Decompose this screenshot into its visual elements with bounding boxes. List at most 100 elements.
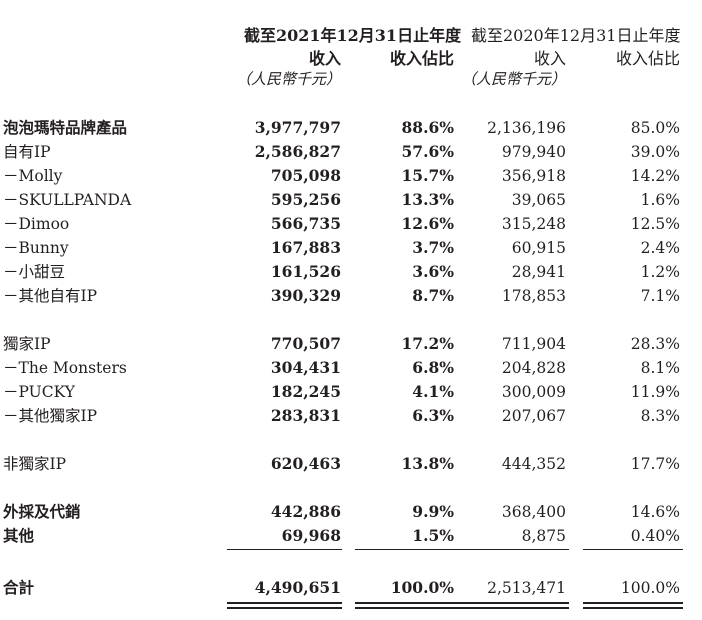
share-2020-cell: 39.0%	[630, 143, 680, 161]
revenue-2020-cell: 356,918	[501, 167, 566, 185]
share-2021-cell: 17.2%	[401, 334, 454, 353]
subtotal-rule-share-2020	[583, 549, 683, 550]
total-double-rule-share-2021-2	[355, 607, 455, 609]
revenue-2020-cell: 28,941	[511, 263, 566, 281]
revenue-2021-cell: 705,098	[270, 166, 341, 185]
revenue-2020-header: 收入	[533, 49, 566, 68]
revenue-2021-cell: 566,735	[270, 214, 341, 233]
revenue-2020-cell: 2,136,196	[487, 119, 566, 137]
subtotal-rule-share-2021	[355, 549, 455, 550]
revenue-2021-total: 4,490,651	[254, 578, 341, 597]
table-row: 非獨家IP 620,463 13.8% 444,352 17.7%	[0, 453, 702, 475]
share-2020-cell: 28.3%	[630, 335, 680, 353]
share-2021-cell: 13.8%	[401, 454, 454, 473]
share-2021-cell: 13.3%	[401, 190, 454, 209]
revenue-2021-cell: 69,968	[281, 526, 341, 545]
row-label: －The Monsters	[3, 359, 127, 377]
revenue-2020-cell: 60,915	[511, 239, 566, 257]
revenue-2021-cell: 2,586,827	[254, 142, 341, 161]
revenue-2021-cell: 283,831	[270, 406, 341, 425]
table-row: 泡泡瑪特品牌產品 3,977,797 88.6% 2,136,196 85.0%	[0, 117, 702, 139]
revenue-2020-cell: 368,400	[501, 503, 566, 521]
share-2020-header: 收入佔比	[615, 49, 680, 68]
table-row: －其他獨家IP 283,831 6.3% 207,067 8.3%	[0, 405, 702, 427]
share-2020-cell: 7.1%	[640, 287, 680, 305]
share-2021-cell: 8.7%	[412, 286, 454, 305]
row-label: 外採及代銷	[3, 502, 81, 521]
revenue-2020-cell: 178,853	[501, 287, 566, 305]
revenue-2021-cell: 3,977,797	[254, 118, 341, 137]
table-row: －Bunny 167,883 3.7% 60,915 2.4%	[0, 237, 702, 259]
share-2021-cell: 88.6%	[401, 118, 454, 137]
revenue-2021-header: 收入	[308, 49, 341, 68]
share-2021-cell: 3.6%	[412, 262, 454, 281]
row-label: －PUCKY	[3, 383, 75, 401]
share-2020-cell: 8.3%	[640, 407, 680, 425]
share-2020-cell: 12.5%	[630, 215, 680, 233]
revenue-2020-cell: 711,904	[501, 335, 566, 353]
row-label: －Bunny	[3, 239, 69, 257]
total-double-rule-revenue-2020-2	[454, 607, 569, 609]
unit-2020-label: （人民幣千元）	[460, 70, 566, 88]
revenue-2021-cell: 182,245	[270, 382, 341, 401]
revenue-2020-cell: 444,352	[501, 455, 566, 473]
unit-2021-label: （人民幣千元）	[235, 70, 341, 88]
total-double-rule-share-2020	[583, 602, 683, 604]
total-label: 合計	[3, 578, 35, 597]
total-double-rule-revenue-2020	[454, 602, 569, 604]
share-2020-cell: 14.6%	[630, 503, 680, 521]
share-2021-cell: 1.5%	[412, 526, 454, 545]
total-double-rule-share-2020-2	[583, 607, 683, 609]
revenue-2020-cell: 315,248	[501, 215, 566, 233]
share-2021-header: 收入佔比	[389, 49, 454, 68]
share-2020-cell: 85.0%	[630, 119, 680, 137]
row-label: 其他	[3, 526, 35, 545]
revenue-2020-cell: 8,875	[521, 527, 566, 545]
share-2020-total: 100.0%	[620, 579, 680, 597]
revenue-2020-total: 2,513,471	[487, 579, 566, 597]
share-2021-cell: 4.1%	[412, 382, 454, 401]
revenue-2020-cell: 979,940	[501, 143, 566, 161]
total-double-rule-revenue-2021	[227, 602, 342, 604]
row-label: 非獨家IP	[3, 455, 67, 473]
row-label: －其他獨家IP	[3, 407, 98, 425]
period-2021-header: 截至2021年12月31日止年度	[244, 26, 462, 45]
share-2020-cell: 14.2%	[630, 167, 680, 185]
table-row: －Molly 705,098 15.7% 356,918 14.2%	[0, 165, 702, 187]
total-double-rule-share-2021	[355, 602, 455, 604]
share-2021-total: 100.0%	[390, 578, 454, 597]
table-row: －SKULLPANDA 595,256 13.3% 39,065 1.6%	[0, 189, 702, 211]
revenue-2020-cell: 300,009	[501, 383, 566, 401]
revenue-2021-cell: 595,256	[270, 190, 341, 209]
revenue-2021-cell: 770,507	[270, 334, 341, 353]
revenue-2021-cell: 161,526	[270, 262, 341, 281]
revenue-2021-cell: 442,886	[270, 502, 341, 521]
share-2020-cell: 0.40%	[630, 527, 680, 545]
subtotal-rule-revenue-2021	[227, 549, 342, 550]
row-label: －SKULLPANDA	[3, 191, 132, 209]
revenue-2020-cell: 204,828	[501, 359, 566, 377]
share-2021-cell: 57.6%	[401, 142, 454, 161]
total-double-rule-revenue-2021-2	[227, 607, 342, 609]
share-2020-cell: 8.1%	[640, 359, 680, 377]
period-2020-header: 截至2020年12月31日止年度	[471, 26, 681, 45]
row-label: 自有IP	[3, 143, 51, 161]
row-label: 泡泡瑪特品牌產品	[3, 118, 128, 137]
share-2021-cell: 6.3%	[412, 406, 454, 425]
revenue-2020-cell: 39,065	[511, 191, 566, 209]
table-row: －其他自有IP 390,329 8.7% 178,853 7.1%	[0, 285, 702, 307]
subtotal-rule-revenue-2020	[454, 549, 569, 550]
table-row: 外採及代銷 442,886 9.9% 368,400 14.6%	[0, 501, 702, 523]
revenue-2021-cell: 390,329	[270, 286, 341, 305]
share-2020-cell: 17.7%	[630, 455, 680, 473]
table-row: －Dimoo 566,735 12.6% 315,248 12.5%	[0, 213, 702, 235]
share-2020-cell: 1.2%	[640, 263, 680, 281]
share-2021-cell: 6.8%	[412, 358, 454, 377]
share-2021-cell: 3.7%	[412, 238, 454, 257]
revenue-2021-cell: 620,463	[270, 454, 341, 473]
row-label: 獨家IP	[3, 335, 51, 353]
share-2021-cell: 9.9%	[412, 502, 454, 521]
revenue-2020-cell: 207,067	[501, 407, 566, 425]
row-label: －其他自有IP	[3, 287, 98, 305]
row-label: －小甜豆	[3, 263, 66, 281]
